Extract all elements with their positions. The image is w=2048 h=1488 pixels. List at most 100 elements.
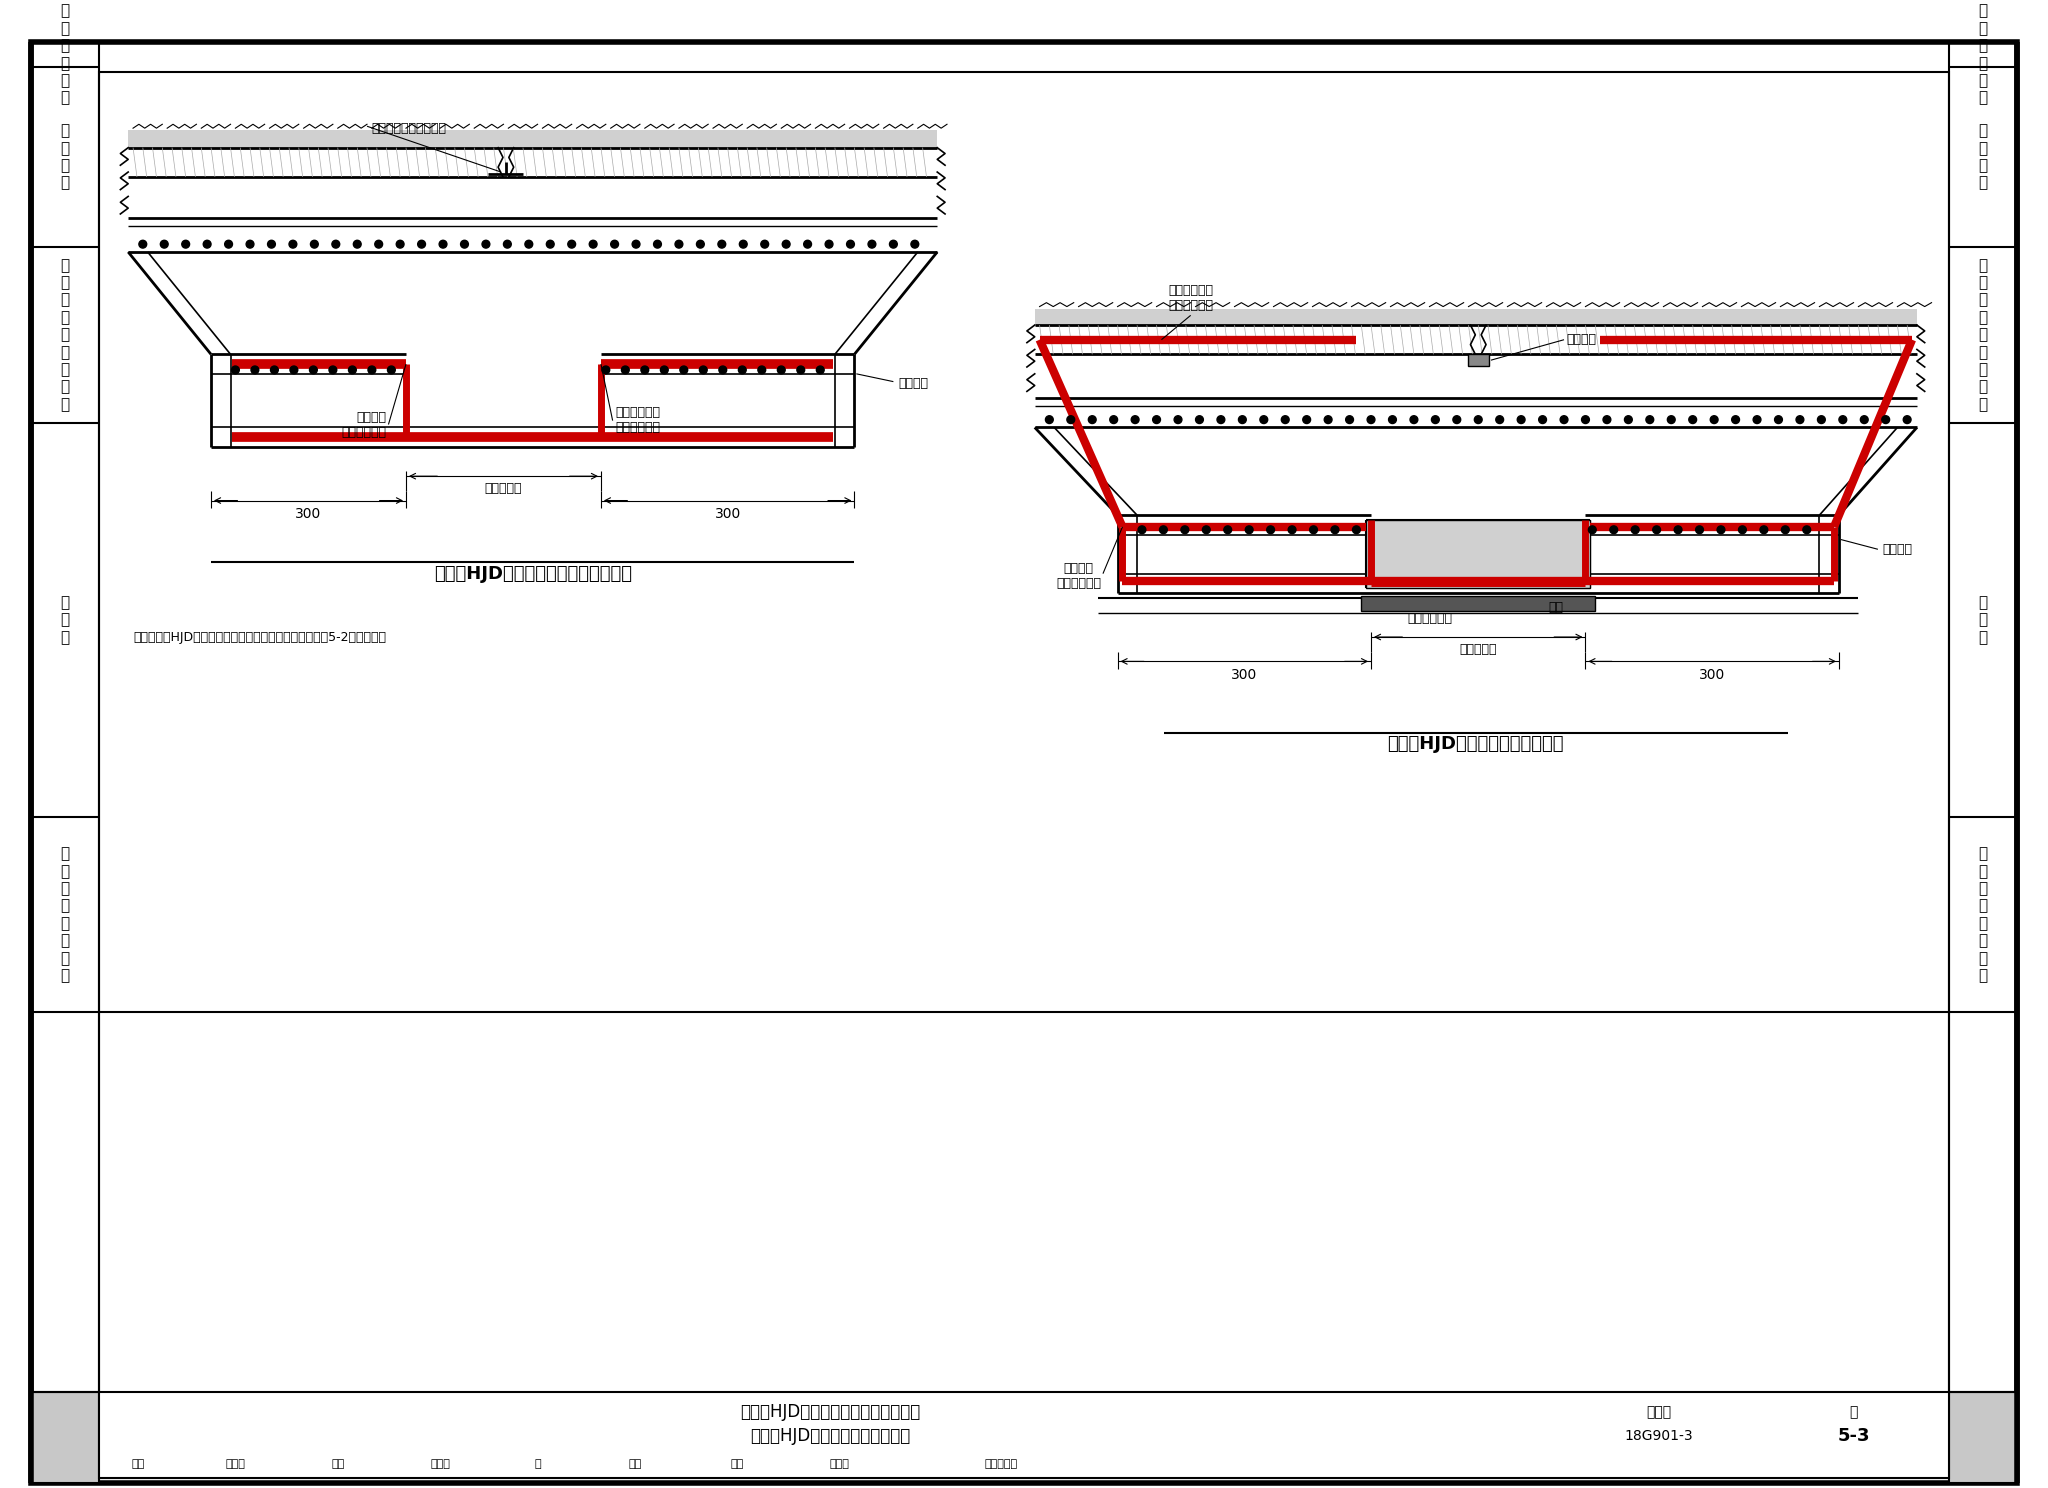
Circle shape (354, 240, 360, 248)
Text: 与
基
础
有
关
的
构
造: 与 基 础 有 关 的 构 造 (59, 847, 70, 984)
Circle shape (1774, 415, 1782, 424)
Text: 5-3: 5-3 (1837, 1427, 1870, 1445)
Text: 校对: 校对 (332, 1458, 344, 1469)
Circle shape (700, 366, 707, 373)
Circle shape (1802, 525, 1810, 534)
Bar (1468, 354, 1489, 366)
Circle shape (1153, 415, 1161, 424)
Circle shape (621, 366, 629, 373)
Circle shape (1589, 525, 1595, 534)
Circle shape (1346, 415, 1354, 424)
Circle shape (1538, 415, 1546, 424)
Text: 18G901-3: 18G901-3 (1624, 1430, 1694, 1443)
Text: 一
般
构
造
要
求: 一 般 构 造 要 求 (59, 3, 70, 106)
Circle shape (1753, 415, 1761, 424)
Circle shape (1202, 525, 1210, 534)
Text: 黄志刚: 黄志刚 (225, 1458, 246, 1469)
Text: 300: 300 (715, 507, 741, 521)
Circle shape (504, 240, 512, 248)
Bar (129, 129, 938, 147)
Circle shape (395, 240, 403, 248)
Text: 设计: 设计 (731, 1458, 743, 1469)
Circle shape (797, 366, 805, 373)
Circle shape (846, 240, 854, 248)
Circle shape (309, 366, 317, 373)
Text: 条
形
基
础
与
筏
形
基
础: 条 形 基 础 与 筏 形 基 础 (1978, 257, 1989, 412)
Circle shape (1268, 525, 1274, 534)
Circle shape (1604, 415, 1612, 424)
Circle shape (1067, 415, 1075, 424)
Circle shape (1733, 415, 1739, 424)
Circle shape (270, 366, 279, 373)
Circle shape (782, 240, 791, 248)
Circle shape (1710, 415, 1718, 424)
Text: 防水卷材: 防水卷材 (1882, 543, 1913, 557)
Text: 桩
基
础: 桩 基 础 (59, 595, 70, 644)
Circle shape (1860, 415, 1868, 424)
Text: 附加钢筋: 附加钢筋 (1063, 562, 1094, 576)
Circle shape (1739, 525, 1747, 534)
Circle shape (633, 240, 639, 248)
Circle shape (1174, 415, 1182, 424)
Circle shape (567, 240, 575, 248)
Circle shape (1882, 415, 1890, 424)
Circle shape (1159, 525, 1167, 534)
Circle shape (1409, 415, 1417, 424)
Bar (1950, 1393, 2017, 1484)
Circle shape (719, 240, 725, 248)
Circle shape (252, 366, 258, 373)
Text: 附加分布钢筋: 附加分布钢筋 (1167, 284, 1212, 298)
Circle shape (653, 240, 662, 248)
Text: 分: 分 (535, 1458, 541, 1469)
Circle shape (1653, 525, 1661, 534)
Circle shape (676, 240, 682, 248)
Circle shape (1139, 525, 1145, 534)
Circle shape (1217, 415, 1225, 424)
Circle shape (1239, 415, 1247, 424)
Circle shape (311, 240, 317, 248)
Text: （设计标注）: （设计标注） (342, 426, 387, 439)
Circle shape (1288, 525, 1296, 534)
Circle shape (1610, 525, 1618, 534)
Circle shape (291, 366, 297, 373)
Text: 吴晓: 吴晓 (629, 1458, 641, 1469)
Text: 防水卷材: 防水卷材 (899, 376, 928, 390)
Circle shape (461, 240, 469, 248)
Circle shape (1561, 415, 1569, 424)
Circle shape (1352, 525, 1360, 534)
Circle shape (348, 366, 356, 373)
Circle shape (481, 240, 489, 248)
Bar (1366, 519, 1591, 588)
Circle shape (778, 366, 784, 373)
Circle shape (1624, 415, 1632, 424)
Circle shape (418, 240, 426, 248)
Circle shape (1245, 525, 1253, 534)
Circle shape (182, 240, 190, 248)
Text: 独
立
基
础: 独 立 基 础 (59, 124, 70, 190)
Circle shape (590, 240, 598, 248)
Text: 垫层: 垫层 (1548, 601, 1565, 615)
Circle shape (1130, 415, 1139, 424)
Bar (1362, 597, 1595, 610)
Text: 与
基
础
有
关
的
构
造: 与 基 础 有 关 的 构 造 (1978, 847, 1989, 984)
Text: 300: 300 (1700, 668, 1724, 682)
Circle shape (369, 366, 375, 373)
Circle shape (1667, 415, 1675, 424)
Circle shape (1495, 415, 1503, 424)
Circle shape (1452, 415, 1460, 424)
Text: 王怀元: 王怀元 (829, 1458, 850, 1469)
Circle shape (1260, 415, 1268, 424)
Circle shape (438, 240, 446, 248)
Circle shape (1182, 525, 1188, 534)
Circle shape (289, 240, 297, 248)
Circle shape (139, 240, 147, 248)
Circle shape (1389, 415, 1397, 424)
Circle shape (1903, 415, 1911, 424)
Text: 后浇带HJD下抗水压垫层钢筋排布构造: 后浇带HJD下抗水压垫层钢筋排布构造 (739, 1403, 920, 1421)
Circle shape (1368, 415, 1374, 424)
Circle shape (330, 366, 336, 373)
Text: 附加钢筋: 附加钢筋 (356, 411, 387, 424)
Circle shape (332, 240, 340, 248)
Circle shape (225, 240, 233, 248)
Circle shape (1759, 525, 1767, 534)
